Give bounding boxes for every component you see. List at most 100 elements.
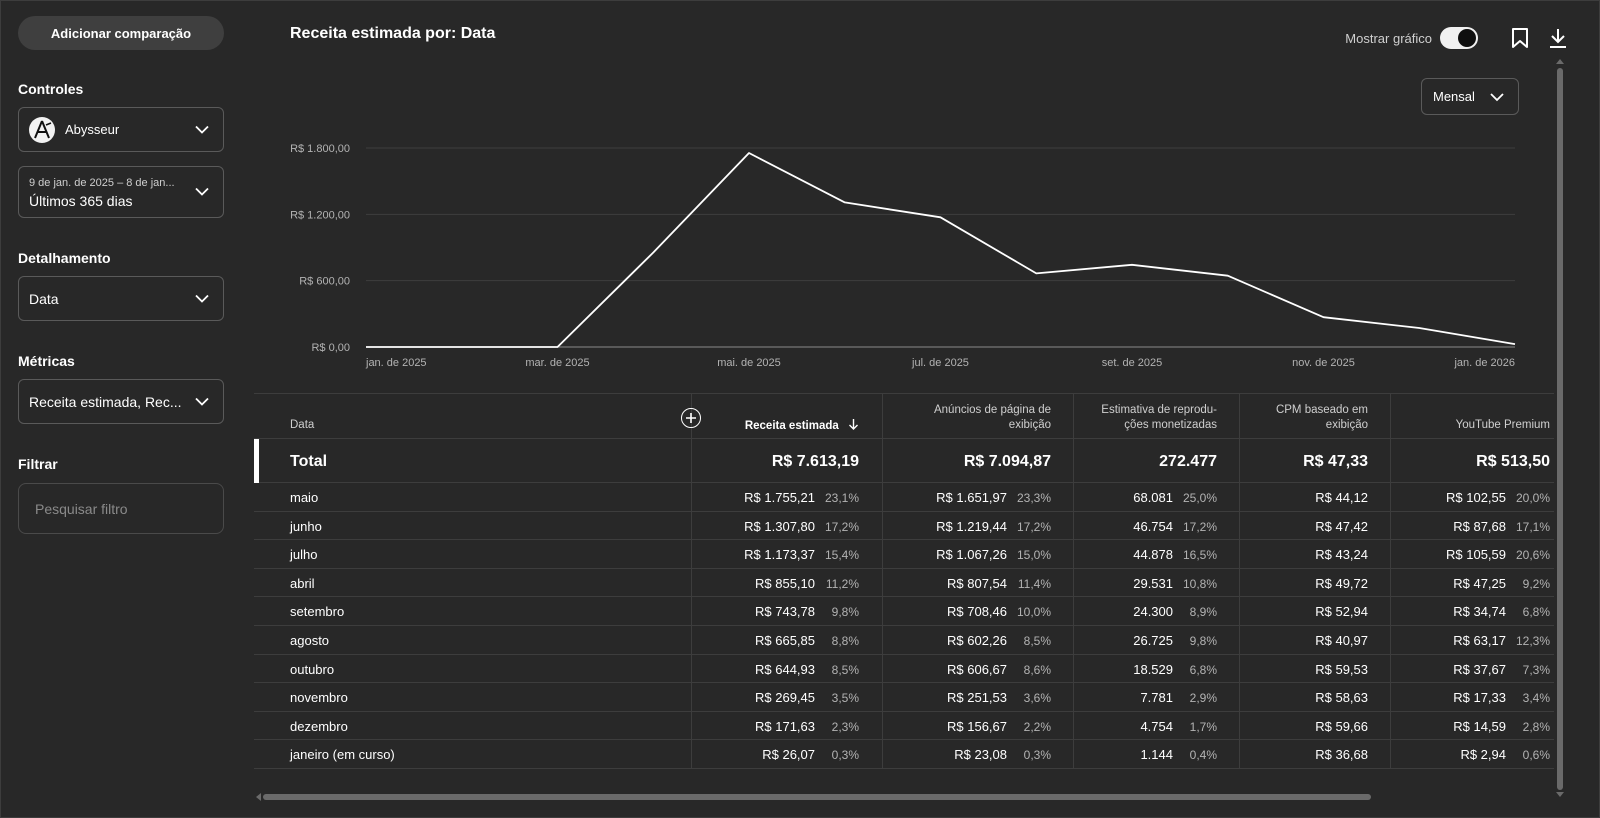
metrics-value: Receita estimada, Rec... — [29, 393, 182, 410]
y-tick-label: R$ 1.800,00 — [290, 143, 350, 155]
cell-premium-percent: 12,3% — [1515, 634, 1550, 648]
column-header-date[interactable]: Data — [290, 419, 315, 431]
cell-cpm: R$ 43,24 — [1315, 547, 1368, 563]
download-icon[interactable] — [1546, 26, 1570, 50]
add-comparison-button[interactable]: Adicionar comparação — [18, 16, 224, 50]
data-point[interactable] — [843, 200, 847, 204]
filter-search-input[interactable] — [18, 483, 224, 534]
cell-display-ads-percent: 23,3% — [1016, 491, 1051, 505]
breakdown-select[interactable]: Data — [18, 276, 224, 321]
cell-cpm: R$ 58,63 — [1315, 690, 1368, 706]
cell-cpm: R$ 59,66 — [1315, 718, 1368, 734]
revenue-series-line[interactable] — [366, 152, 1516, 348]
column-header-line: exibição — [1325, 419, 1368, 431]
period-select[interactable]: Mensal — [1421, 78, 1519, 115]
metrics-heading: Métricas — [18, 353, 75, 369]
column-header-line: exibição — [1008, 419, 1051, 431]
data-point[interactable] — [364, 345, 368, 349]
data-point[interactable] — [1226, 274, 1230, 278]
row-label: maio — [290, 490, 319, 505]
data-point[interactable] — [1322, 315, 1326, 319]
cell-monetized-playbacks-percent: 2,9% — [1189, 691, 1217, 706]
total-premium: R$ 513,50 — [1476, 453, 1550, 470]
column-header-revenue[interactable]: Receita estimada — [694, 418, 859, 436]
cell-revenue-percent: 8,8% — [831, 634, 859, 648]
cell-premium-percent: 0,6% — [1522, 748, 1550, 763]
date-range-preset: Últimos 365 dias — [29, 193, 133, 209]
row-label: outubro — [290, 661, 335, 677]
cell-premium-percent: 7,3% — [1522, 662, 1550, 677]
data-point[interactable] — [460, 345, 464, 349]
divider — [882, 393, 883, 769]
row-divider — [254, 710, 1554, 712]
cell-revenue: R$ 26,07 — [762, 747, 815, 763]
bookmark-icon[interactable] — [1508, 26, 1532, 50]
column-header-line: Estimativa de reprodu- — [1101, 404, 1217, 416]
cell-premium: R$ 37,67 — [1453, 661, 1506, 677]
row-label: julho — [290, 547, 318, 563]
cell-monetized-playbacks-percent: 8,9% — [1189, 605, 1217, 620]
column-header-line: ções monetizadas — [1124, 419, 1217, 431]
divider — [254, 393, 1554, 394]
row-divider — [254, 653, 1554, 655]
data-point[interactable] — [1513, 342, 1517, 346]
data-point[interactable] — [1034, 271, 1038, 275]
x-tick-label: mar. de 2025 — [525, 357, 589, 369]
cell-monetized-playbacks: 24.300 — [1133, 604, 1173, 620]
sidebar: Adicionar comparação Controles Abysseur … — [0, 0, 245, 818]
data-point[interactable] — [651, 250, 655, 254]
date-range-select[interactable]: 9 de jan. de 2025 – 8 de jan... Últimos … — [18, 166, 224, 218]
column-header-label: Receita estimada — [744, 420, 839, 432]
cell-revenue: R$ 1.755,21 — [744, 490, 815, 505]
data-point[interactable] — [939, 215, 943, 219]
cell-revenue-percent: 3,5% — [831, 691, 859, 706]
cell-display-ads: R$ 156,67 — [947, 718, 1007, 734]
row-label: abril — [290, 575, 315, 591]
cell-revenue-percent: 2,3% — [831, 719, 859, 734]
period-value: Mensal — [1433, 89, 1475, 104]
channel-name: Abysseur — [65, 122, 120, 137]
cell-display-ads: R$ 251,53 — [947, 690, 1007, 706]
cell-revenue-percent: 11,2% — [825, 576, 859, 591]
cell-premium-percent: 2,8% — [1522, 719, 1550, 734]
cell-display-ads: R$ 807,54 — [947, 575, 1007, 591]
column-header-cpm[interactable]: CPM baseado em exibição — [1242, 403, 1368, 433]
cell-premium: R$ 63,17 — [1453, 633, 1506, 648]
column-header-premium[interactable]: YouTube Premium — [1455, 419, 1550, 431]
cell-monetized-playbacks: 18.529 — [1133, 661, 1173, 677]
cell-cpm: R$ 49,72 — [1315, 575, 1368, 591]
data-point[interactable] — [1130, 263, 1134, 267]
cell-premium: R$ 47,25 — [1453, 575, 1506, 591]
row-label: janeiro (em curso) — [290, 747, 395, 763]
channel-select[interactable]: Abysseur — [18, 107, 224, 152]
show-chart-toggle[interactable] — [1440, 27, 1478, 49]
cell-revenue: R$ 855,10 — [755, 575, 815, 591]
metrics-select[interactable]: Receita estimada, Rec... — [18, 379, 224, 424]
row-label: agosto — [290, 633, 330, 648]
data-point[interactable] — [747, 151, 751, 155]
cell-monetized-playbacks: 26.725 — [1133, 633, 1173, 648]
column-header-monetized-playbacks[interactable]: Estimativa de reprodu- ções monetizadas — [1076, 403, 1217, 433]
data-point[interactable] — [556, 345, 560, 349]
column-header-display-ads[interactable]: Anúncios de página de exibição — [885, 403, 1051, 433]
cell-display-ads-percent: 3,6% — [1023, 691, 1051, 706]
x-tick-label: jan. de 2025 — [365, 357, 427, 369]
cell-monetized-playbacks: 46.754 — [1133, 518, 1173, 534]
total-revenue: R$ 7.613,19 — [771, 453, 859, 470]
add-column-button[interactable] — [681, 408, 701, 428]
scroll-up-arrow[interactable] — [1556, 58, 1564, 64]
cell-display-ads: R$ 1.651,97 — [936, 490, 1007, 505]
controls-heading: Controles — [18, 81, 84, 97]
horizontal-scrollbar[interactable] — [263, 794, 1371, 800]
scroll-down-arrow[interactable] — [1556, 792, 1564, 798]
vertical-scrollbar[interactable] — [1557, 68, 1563, 790]
cell-display-ads-percent: 8,6% — [1023, 662, 1051, 677]
cell-display-ads: R$ 23,08 — [954, 747, 1007, 763]
scroll-left-arrow[interactable] — [255, 793, 261, 801]
data-point[interactable] — [1417, 326, 1421, 330]
row-label: setembro — [290, 604, 345, 620]
breakdown-heading: Detalhamento — [18, 250, 111, 266]
x-tick-label: jan. de 2026 — [1453, 357, 1515, 369]
cell-display-ads-percent: 0,3% — [1023, 748, 1051, 763]
cell-monetized-playbacks-percent: 9,8% — [1189, 634, 1217, 648]
